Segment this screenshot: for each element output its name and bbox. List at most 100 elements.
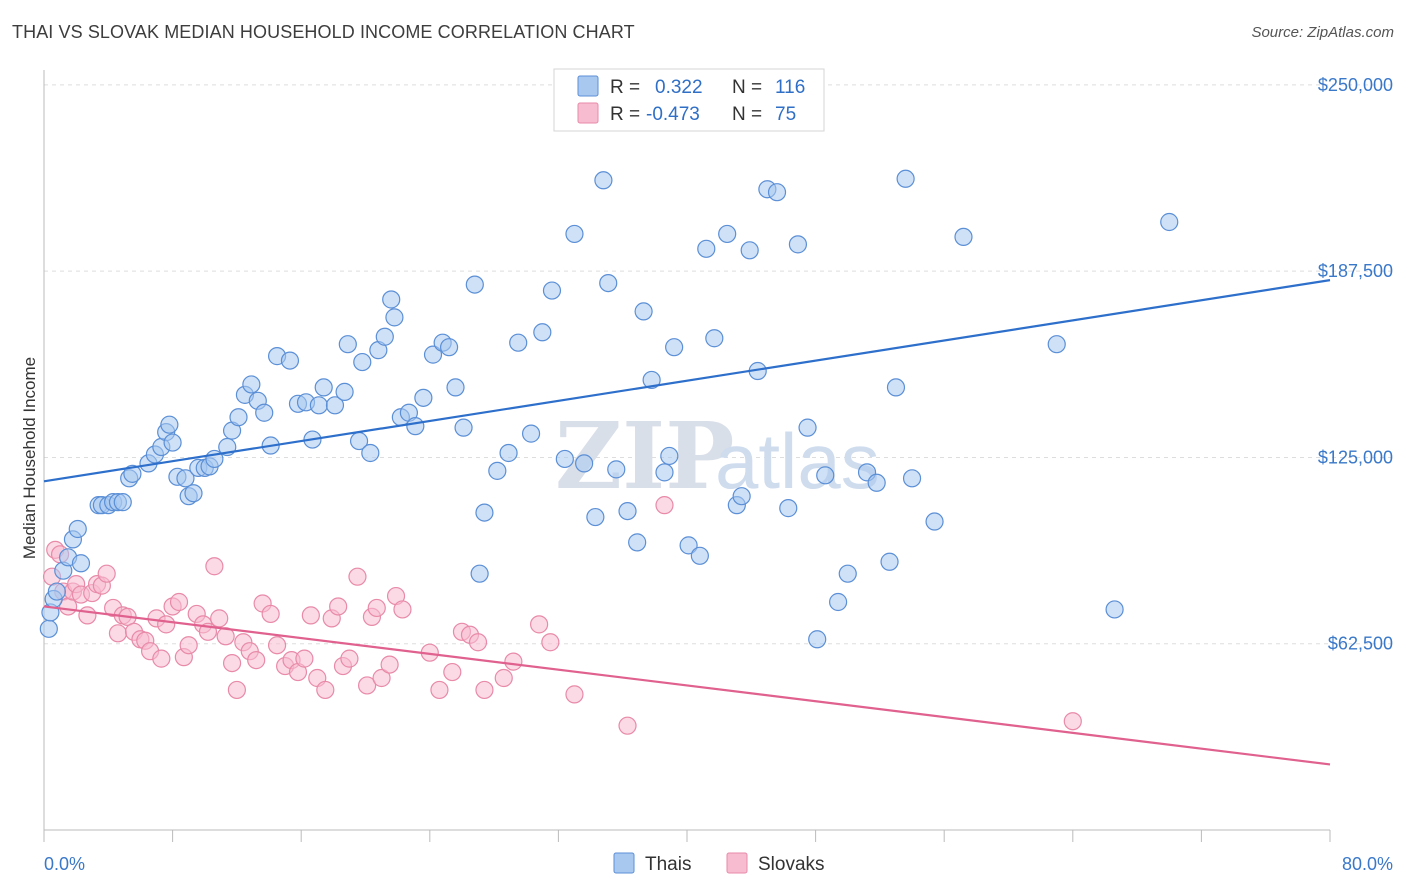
- y-tick-label: $250,000: [1318, 75, 1393, 95]
- legend-frame: [553, 68, 825, 132]
- thai-point-69: [499, 443, 518, 463]
- thai-point-111: [902, 469, 922, 488]
- thai-point-114: [1047, 335, 1066, 354]
- slovak-point-67: [475, 680, 494, 700]
- legend-swatch-thais: [577, 75, 599, 97]
- slovak-point-74: [655, 496, 674, 515]
- thai-point-35: [242, 375, 261, 394]
- thai-point-80: [607, 460, 626, 479]
- thai-point-94: [732, 487, 751, 506]
- slovak-point-14: [108, 624, 128, 643]
- slovak-point-57: [372, 668, 391, 688]
- y-tick-label: $187,500: [1318, 261, 1393, 281]
- thai-point-45: [314, 378, 333, 397]
- thai-point-99: [779, 499, 798, 518]
- thai-point-22: [163, 433, 182, 452]
- slovak-point-53: [348, 567, 367, 586]
- y-tick-label: $125,000: [1318, 447, 1393, 467]
- thai-point-58: [406, 417, 425, 436]
- thai-point-87: [665, 338, 684, 357]
- thai-point-77: [586, 507, 605, 527]
- thai-point-78: [594, 171, 613, 190]
- thai-point-40: [280, 351, 300, 370]
- y-tick-label: $62,500: [1328, 634, 1393, 654]
- slovak-point-68: [494, 668, 513, 688]
- legend-n-value: 116: [775, 77, 805, 98]
- bottom-legend-swatch-slovaks: [726, 852, 748, 874]
- thai-point-101: [798, 418, 817, 437]
- thai-point-44: [309, 396, 328, 415]
- slovak-point-69: [504, 652, 523, 671]
- slovak-point-70: [530, 615, 549, 634]
- watermark: ZIP atlas: [555, 402, 880, 510]
- thai-point-104: [829, 592, 848, 612]
- thai-point-107: [867, 473, 886, 492]
- thai-point-82: [628, 533, 647, 552]
- slovak-point-63: [443, 662, 462, 682]
- thai-point-108: [880, 552, 899, 571]
- bottom-legend: Thais Slovaks: [613, 852, 825, 875]
- thai-point-21: [160, 415, 179, 434]
- slovak-point-45: [295, 649, 314, 668]
- bottom-legend-slovaks: Slovaks: [758, 854, 825, 875]
- thai-point-116: [1160, 212, 1179, 232]
- thai-point-48: [338, 335, 357, 354]
- thai-point-89: [690, 546, 709, 565]
- slovak-point-56: [367, 598, 386, 618]
- slovak-point-60: [393, 600, 412, 619]
- thai-point-46: [325, 396, 345, 415]
- thai-point-63: [446, 378, 465, 397]
- thai-point-67: [475, 503, 494, 522]
- thai-point-70: [509, 333, 528, 352]
- slovak-point-22: [152, 649, 171, 668]
- slovak-point-75: [1063, 712, 1082, 731]
- slovak-point-50: [329, 597, 348, 616]
- thai-point-37: [255, 403, 274, 422]
- slovak-point-32: [210, 609, 229, 628]
- thai-point-100: [788, 235, 808, 254]
- thai-point-85: [655, 463, 674, 482]
- thai-point-26: [184, 484, 203, 503]
- thai-point-88: [679, 536, 698, 555]
- legend-r-value: -0.473: [646, 104, 700, 125]
- grid-lines: [44, 84, 1395, 645]
- thai-point-76: [575, 454, 594, 473]
- thai-point-92: [718, 224, 737, 244]
- thai-point-95: [740, 241, 759, 260]
- thai-point-64: [454, 418, 473, 437]
- trend-line-slovaks: [43, 605, 1331, 766]
- series-thais: [39, 169, 1179, 649]
- legend-n-label: N =: [732, 77, 762, 98]
- legend-n-value: 75: [775, 104, 796, 125]
- thai-point-115: [1105, 600, 1124, 619]
- thai-point-66: [470, 564, 489, 583]
- slovak-point-73: [618, 716, 637, 735]
- thai-point-102: [808, 630, 827, 649]
- slovak-point-66: [468, 633, 488, 652]
- legend-r-value: 0.322: [655, 77, 703, 98]
- slovak-point-48: [316, 680, 335, 700]
- thai-point-50: [353, 352, 372, 372]
- thai-point-68: [488, 461, 507, 480]
- slovak-point-41: [267, 636, 287, 655]
- thai-point-0: [39, 619, 58, 638]
- thai-point-98: [767, 183, 787, 202]
- slovak-point-46: [301, 606, 320, 625]
- x-tick-label: 0.0%: [44, 854, 85, 874]
- slovak-point-62: [430, 680, 449, 700]
- thai-point-109: [886, 378, 906, 397]
- thai-point-47: [335, 382, 354, 401]
- axes: [43, 70, 1331, 842]
- thai-point-8: [71, 554, 91, 573]
- thai-point-74: [555, 449, 574, 469]
- thai-point-7: [68, 519, 87, 539]
- legend-r-label: R =: [610, 77, 640, 98]
- thai-point-33: [229, 408, 248, 427]
- legend-box: R = 0.322 N = 116 R = -0.473 N = 75: [553, 68, 825, 132]
- slovak-point-52: [340, 649, 359, 668]
- thai-point-103: [816, 466, 835, 485]
- bottom-legend-thais: Thais: [645, 854, 691, 875]
- tick-labels: $62,500 $125,000 $187,500 $250,000 0.0% 80.0%: [44, 75, 1393, 874]
- thai-point-54: [385, 308, 404, 327]
